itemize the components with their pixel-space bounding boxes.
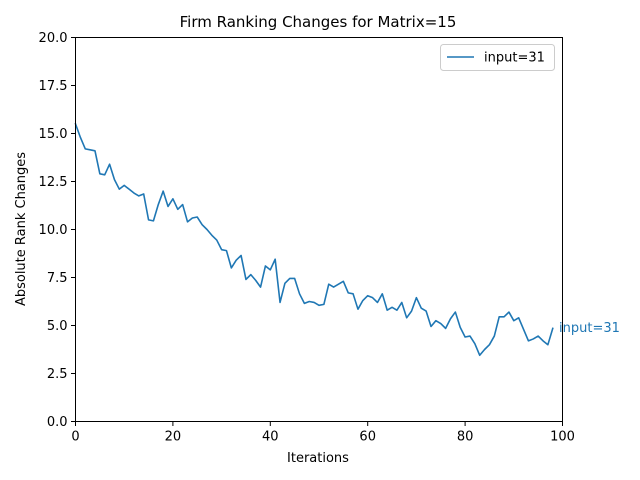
x-axis-label: Iterations <box>287 451 349 466</box>
legend: input=31 <box>440 44 555 71</box>
y-tick-label: 0.0 <box>47 415 68 430</box>
y-tick-label: 17.5 <box>39 79 68 94</box>
y-tick-label: 15.0 <box>39 127 68 142</box>
y-axis-label: Absolute Rank Changes <box>14 152 29 306</box>
y-tick-label: 2.5 <box>47 367 68 382</box>
y-axis-ticks: 0.0 2.5 5.0 7.5 10.0 12.5 15.0 17.5 20.0 <box>39 31 76 430</box>
plot-area-frame <box>75 37 563 422</box>
y-tick-label: 5.0 <box>47 319 68 334</box>
legend-label: input=31 <box>484 51 545 66</box>
x-tick-label: 40 <box>262 430 279 445</box>
x-tick-label: 20 <box>165 430 182 445</box>
series-end-label: input=31 <box>559 321 620 336</box>
legend-box <box>440 44 555 71</box>
x-tick-label: 60 <box>359 430 376 445</box>
x-tick-label: 0 <box>71 430 79 445</box>
y-tick-label: 12.5 <box>39 175 68 190</box>
y-tick-label: 20.0 <box>39 31 68 46</box>
y-tick-label: 10.0 <box>39 223 68 238</box>
x-tick-label: 80 <box>457 430 474 445</box>
series-line-input-31 <box>74 122 554 357</box>
x-axis-ticks: 0 20 40 60 80 100 <box>71 421 575 445</box>
x-tick-label: 100 <box>550 430 575 445</box>
chart-title: Firm Ranking Changes for Matrix=15 <box>180 13 457 31</box>
y-tick-label: 7.5 <box>47 271 68 286</box>
